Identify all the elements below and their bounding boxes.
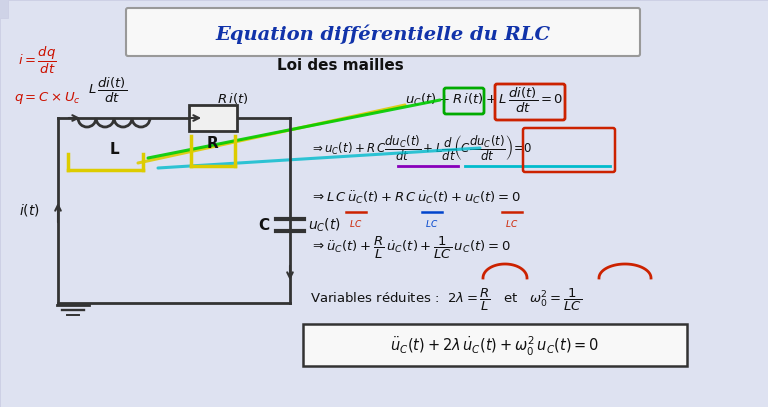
Text: $R\,i(t)$: $R\,i(t)$ — [217, 90, 249, 105]
Text: $i(t)$: $i(t)$ — [19, 202, 40, 218]
FancyBboxPatch shape — [303, 324, 687, 366]
Text: $L\,\dfrac{di(t)}{dt}$: $L\,\dfrac{di(t)}{dt}$ — [88, 75, 127, 105]
Text: $LC$: $LC$ — [349, 218, 362, 229]
Text: Variables réduites :  $2\lambda = \dfrac{R}{L}$   et   $\omega_0^2 = \dfrac{1}{L: Variables réduites : $2\lambda = \dfrac{… — [310, 287, 582, 313]
FancyBboxPatch shape — [126, 8, 640, 56]
Text: $\Rightarrow u_C(t) + R\,C\dfrac{du_C(t)}{dt} + L\dfrac{d}{dt}\!\left(C\dfrac{du: $\Rightarrow u_C(t) + R\,C\dfrac{du_C(t)… — [310, 133, 532, 163]
Text: $\Rightarrow L\,C\,\ddot{u}_C(t) + R\,C\,\dot{u}_C(t) + u_C(t) = 0$: $\Rightarrow L\,C\,\ddot{u}_C(t) + R\,C\… — [310, 190, 521, 206]
Text: R: R — [207, 136, 219, 151]
Text: $i = \dfrac{dq}{dt}$: $i = \dfrac{dq}{dt}$ — [18, 44, 57, 76]
Text: $\Rightarrow \ddot{u}_C(t) + \dfrac{R}{L}\,\dot{u}_C(t) + \dfrac{1}{LC}\,u_C(t) : $\Rightarrow \ddot{u}_C(t) + \dfrac{R}{L… — [310, 235, 511, 261]
Text: Loi des mailles: Loi des mailles — [276, 59, 403, 74]
Text: Equation différentielle du RLC: Equation différentielle du RLC — [216, 24, 551, 44]
Text: $u_C(t)$: $u_C(t)$ — [308, 216, 341, 234]
Text: C: C — [259, 217, 270, 232]
Text: $LC$: $LC$ — [505, 218, 518, 229]
Text: $q = C \times U_c$: $q = C \times U_c$ — [14, 90, 81, 106]
Text: $\ddot{u}_C(t) + 2\lambda\,\dot{u}_C(t) + \omega_0^2\,u_C(t) = 0$: $\ddot{u}_C(t) + 2\lambda\,\dot{u}_C(t) … — [390, 335, 600, 358]
Bar — [189, 105, 237, 131]
Text: $LC$: $LC$ — [425, 218, 439, 229]
Text: L: L — [109, 142, 119, 158]
Text: $u_C(t) + R\,i(t) + L\,\dfrac{di(t)}{dt} = 0$: $u_C(t) + R\,i(t) + L\,\dfrac{di(t)}{dt}… — [405, 85, 564, 114]
